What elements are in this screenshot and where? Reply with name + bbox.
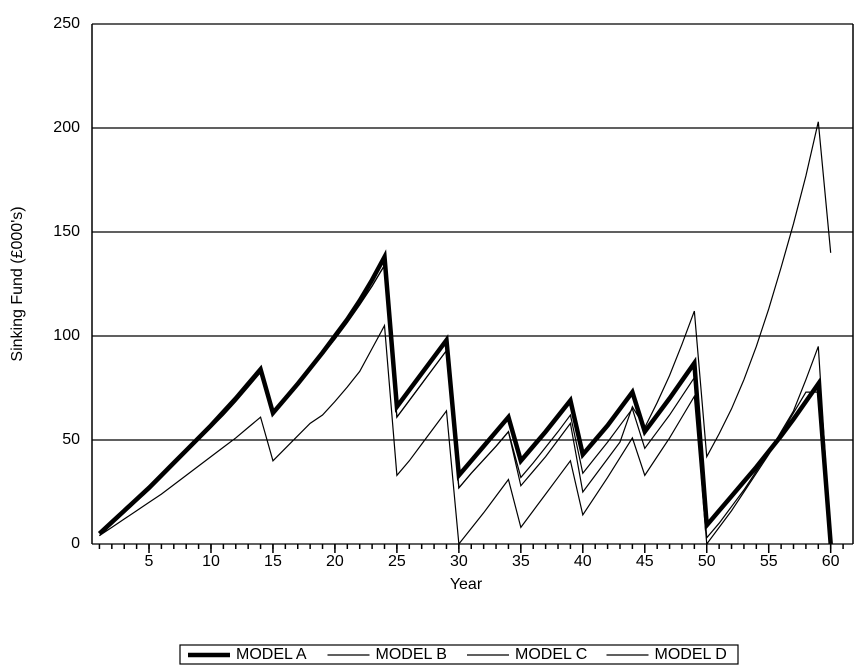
x-tick-label: 35 [512,553,530,570]
x-tick-label: 5 [145,553,154,570]
x-tick-label: 25 [388,553,406,570]
y-tick-label: 0 [71,535,80,552]
x-tick-label: 30 [450,553,468,570]
series-line [99,263,832,540]
series-line [97,249,833,545]
y-tick-label: 250 [53,15,80,32]
y-tick-label: 200 [53,119,80,136]
x-tick-label: 40 [574,553,592,570]
series-line [99,121,832,537]
x-tick-label: 60 [822,553,840,570]
legend-label: MODEL B [376,646,447,663]
x-tick-label: 20 [326,553,344,570]
x-tick-label: 15 [264,553,282,570]
series-line [99,323,832,546]
x-tick-label: 55 [760,553,778,570]
y-tick-label: 50 [62,431,80,448]
legend-label: MODEL D [655,646,727,663]
x-tick-label: 50 [698,553,716,570]
legend-label: MODEL C [515,646,587,663]
x-axis-label: Year [450,576,483,593]
y-axis-label: Sinking Fund (£000's) [9,206,26,361]
y-tick-label: 150 [53,223,80,240]
y-tick-label: 100 [53,327,80,344]
legend-label: MODEL A [236,646,307,663]
legend-box [179,644,739,665]
x-tick-label: 45 [636,553,654,570]
x-tick-label: 10 [202,553,220,570]
